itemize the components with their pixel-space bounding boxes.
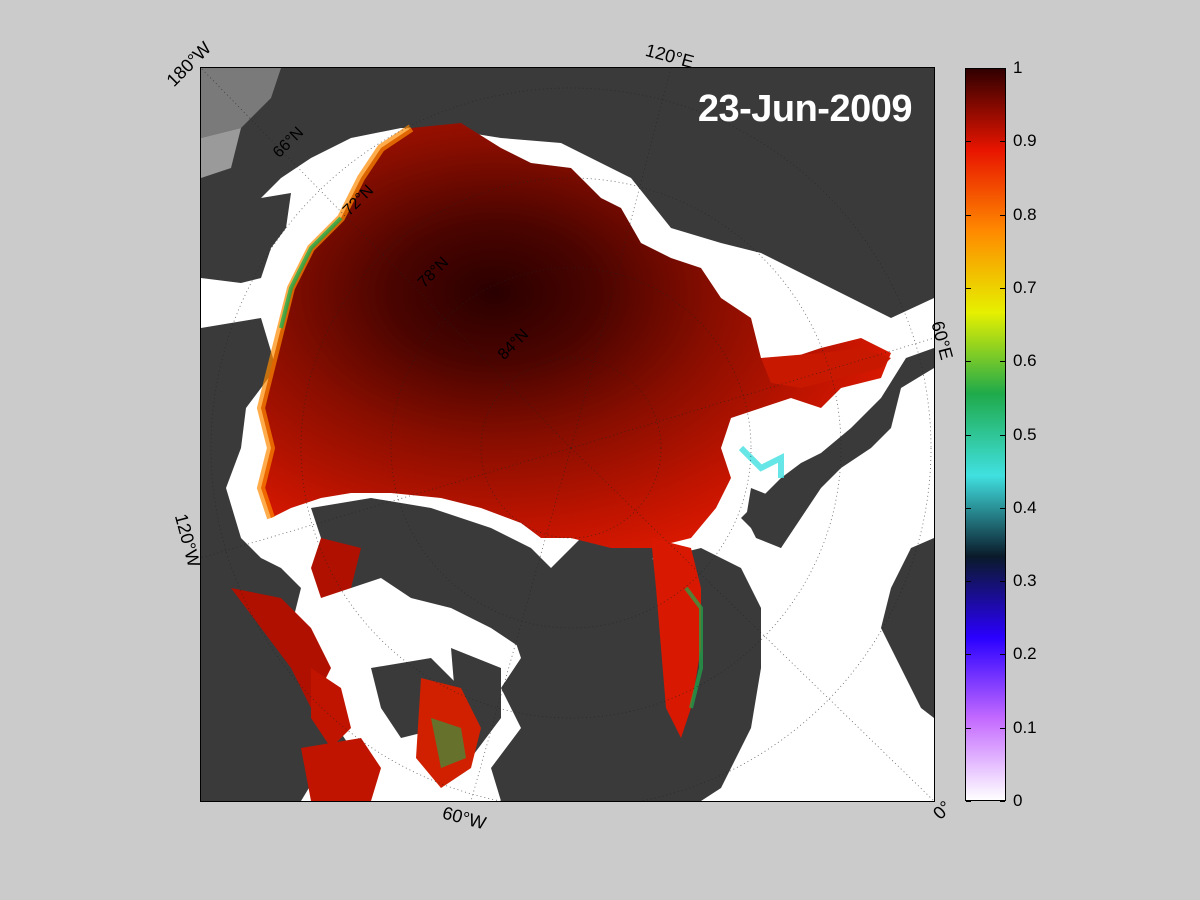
lon-label-120w: 120°W	[170, 511, 205, 570]
sea-ice-pack	[261, 123, 891, 548]
colorbar-tick-mark	[966, 654, 971, 656]
colorbar-tick-mark	[966, 434, 971, 436]
colorbar-tick-label: 0	[1013, 791, 1023, 810]
colorbar-tick-mark	[966, 801, 971, 802]
ice-baffin-edge	[431, 718, 466, 768]
colorbar-tick-label: 0.5	[1013, 424, 1037, 444]
ice-channel-2	[311, 538, 361, 598]
polar-map: 23-Jun-2009 66°N 72°N 78°N 84°N	[200, 67, 935, 802]
ice-hudson	[301, 738, 381, 801]
ice-channel-1	[231, 588, 331, 708]
colorbar-tick-label: 0.7	[1013, 277, 1037, 297]
colorbar-tick-mark	[1000, 507, 1005, 509]
colorbar-tick-mark	[1000, 727, 1005, 729]
colorbar-tick-mark	[966, 141, 971, 143]
colorbar-tick-label: 0.3	[1013, 571, 1037, 591]
lon-label-0: 0°	[929, 796, 956, 824]
colorbar-tick-mark	[1000, 287, 1005, 289]
colorbar-tick-mark	[1000, 214, 1005, 216]
colorbar-tick-label: 0.8	[1013, 204, 1037, 224]
colorbar-tick-mark	[1000, 361, 1005, 363]
map-canvas	[201, 68, 934, 801]
colorbar-tick-label: 0.2	[1013, 644, 1037, 664]
colorbar	[965, 68, 1006, 801]
colorbar-tick-mark	[966, 68, 971, 69]
ice-east-greenland-edge	[684, 586, 703, 709]
colorbar-tick-mark	[1000, 141, 1005, 143]
colorbar-tick-mark	[1000, 654, 1005, 656]
ice-edge-cyan	[738, 445, 784, 478]
colorbar-tick-mark	[966, 287, 971, 289]
lon-label-60w: 60°W	[440, 802, 489, 834]
colorbar-tick-label: 1	[1013, 58, 1023, 77]
colorbar-tick-label: 0.6	[1013, 351, 1037, 371]
colorbar-tick-mark	[1000, 581, 1005, 583]
colorbar-tick-mark	[966, 214, 971, 216]
ice-edge-green	[279, 216, 343, 329]
land-light	[201, 68, 281, 138]
colorbar-tick-label: 0.9	[1013, 131, 1037, 151]
land-light-2	[201, 128, 241, 178]
colorbar-tick-label: 0.4	[1013, 497, 1037, 517]
colorbar-tick-mark	[966, 361, 971, 363]
date-label: 23-Jun-2009	[697, 88, 913, 130]
colorbar-tick-mark	[1000, 68, 1005, 69]
ice-kara	[761, 348, 891, 388]
ice-channel-3	[311, 668, 351, 748]
colorbar-tick-mark	[1000, 434, 1005, 436]
colorbar-tick-mark	[966, 581, 971, 583]
colorbar-tick-mark	[1000, 801, 1005, 802]
colorbar-tick-mark	[966, 727, 971, 729]
colorbar-tick-mark	[966, 507, 971, 509]
graticule	[201, 68, 934, 801]
colorbar-tick-label: 0.1	[1013, 717, 1037, 737]
